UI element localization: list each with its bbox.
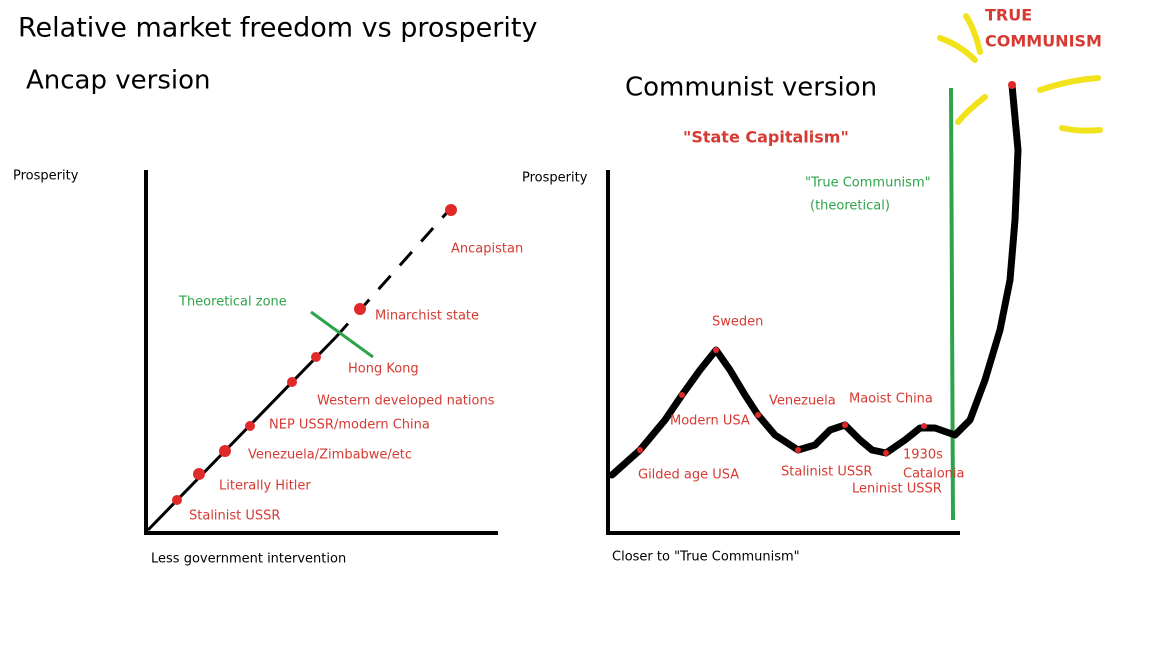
x-axis-label: Less government intervention <box>151 552 346 567</box>
point-label: Western developed nations <box>317 394 495 409</box>
theory-label: "True Communism" <box>805 176 931 191</box>
ray <box>937 35 978 63</box>
point-label: Stalinist USSR <box>781 465 872 480</box>
ray <box>955 94 988 125</box>
sun-rays <box>937 13 1103 134</box>
dot <box>679 392 685 398</box>
dot <box>219 445 231 457</box>
theory-label: (theoretical) <box>810 199 890 214</box>
dot <box>795 447 801 453</box>
dot <box>311 352 321 362</box>
left-chart: Prosperity Less government intervention … <box>13 169 523 567</box>
dot <box>921 423 927 429</box>
dot <box>445 204 457 216</box>
point-label: Stalinist USSR <box>189 509 280 524</box>
zone-line <box>310 310 374 359</box>
point-label: NEP USSR/modern China <box>269 418 430 433</box>
dot <box>193 468 205 480</box>
x-axis-label: Closer to "True Communism" <box>612 550 800 565</box>
annotation: "State Capitalism" <box>683 128 849 147</box>
dot <box>1008 81 1016 89</box>
point-label: Ancapistan <box>451 242 523 257</box>
y-axis-label: Prosperity <box>13 169 79 184</box>
point-label: Sweden <box>712 315 763 330</box>
peak-label: COMMUNISM <box>985 32 1102 51</box>
dot <box>842 422 848 428</box>
point-label: Catalonia <box>903 467 965 482</box>
dot <box>354 303 366 315</box>
dots <box>637 81 1016 456</box>
trend-dashed <box>334 207 453 338</box>
point-label: 1930s <box>903 448 943 463</box>
ray <box>963 13 983 55</box>
point-label: Hong Kong <box>348 362 419 377</box>
zone-label: Theoretical zone <box>178 295 287 310</box>
left-heading: Ancap version <box>26 66 211 96</box>
point-label: Literally Hitler <box>219 479 311 494</box>
dot <box>637 447 643 453</box>
title: Relative market freedom vs prosperity <box>18 13 537 44</box>
dot <box>287 377 297 387</box>
point-label: Modern USA <box>670 414 750 429</box>
peak-label: TRUE <box>985 6 1032 25</box>
dot <box>172 495 182 505</box>
dots <box>172 204 457 505</box>
point-label: Venezuela <box>769 394 836 409</box>
dot <box>883 450 889 456</box>
dot <box>245 421 255 431</box>
ray <box>1037 75 1101 93</box>
dot <box>755 412 761 418</box>
point-label: Minarchist state <box>375 309 479 324</box>
dot <box>713 347 719 353</box>
point-label: Leninist USSR <box>852 482 942 497</box>
point-label: Gilded age USA <box>638 468 739 483</box>
y-axis-label: Prosperity <box>522 171 588 186</box>
right-chart: Prosperity Closer to "True Communism" "S… <box>522 6 1103 565</box>
right-heading: Communist version <box>625 73 877 103</box>
ray <box>1059 125 1103 134</box>
curve <box>608 81 1022 479</box>
point-label: Venezuela/Zimbabwe/etc <box>248 448 412 463</box>
theory-line <box>949 87 955 521</box>
point-label: Maoist China <box>849 392 933 407</box>
